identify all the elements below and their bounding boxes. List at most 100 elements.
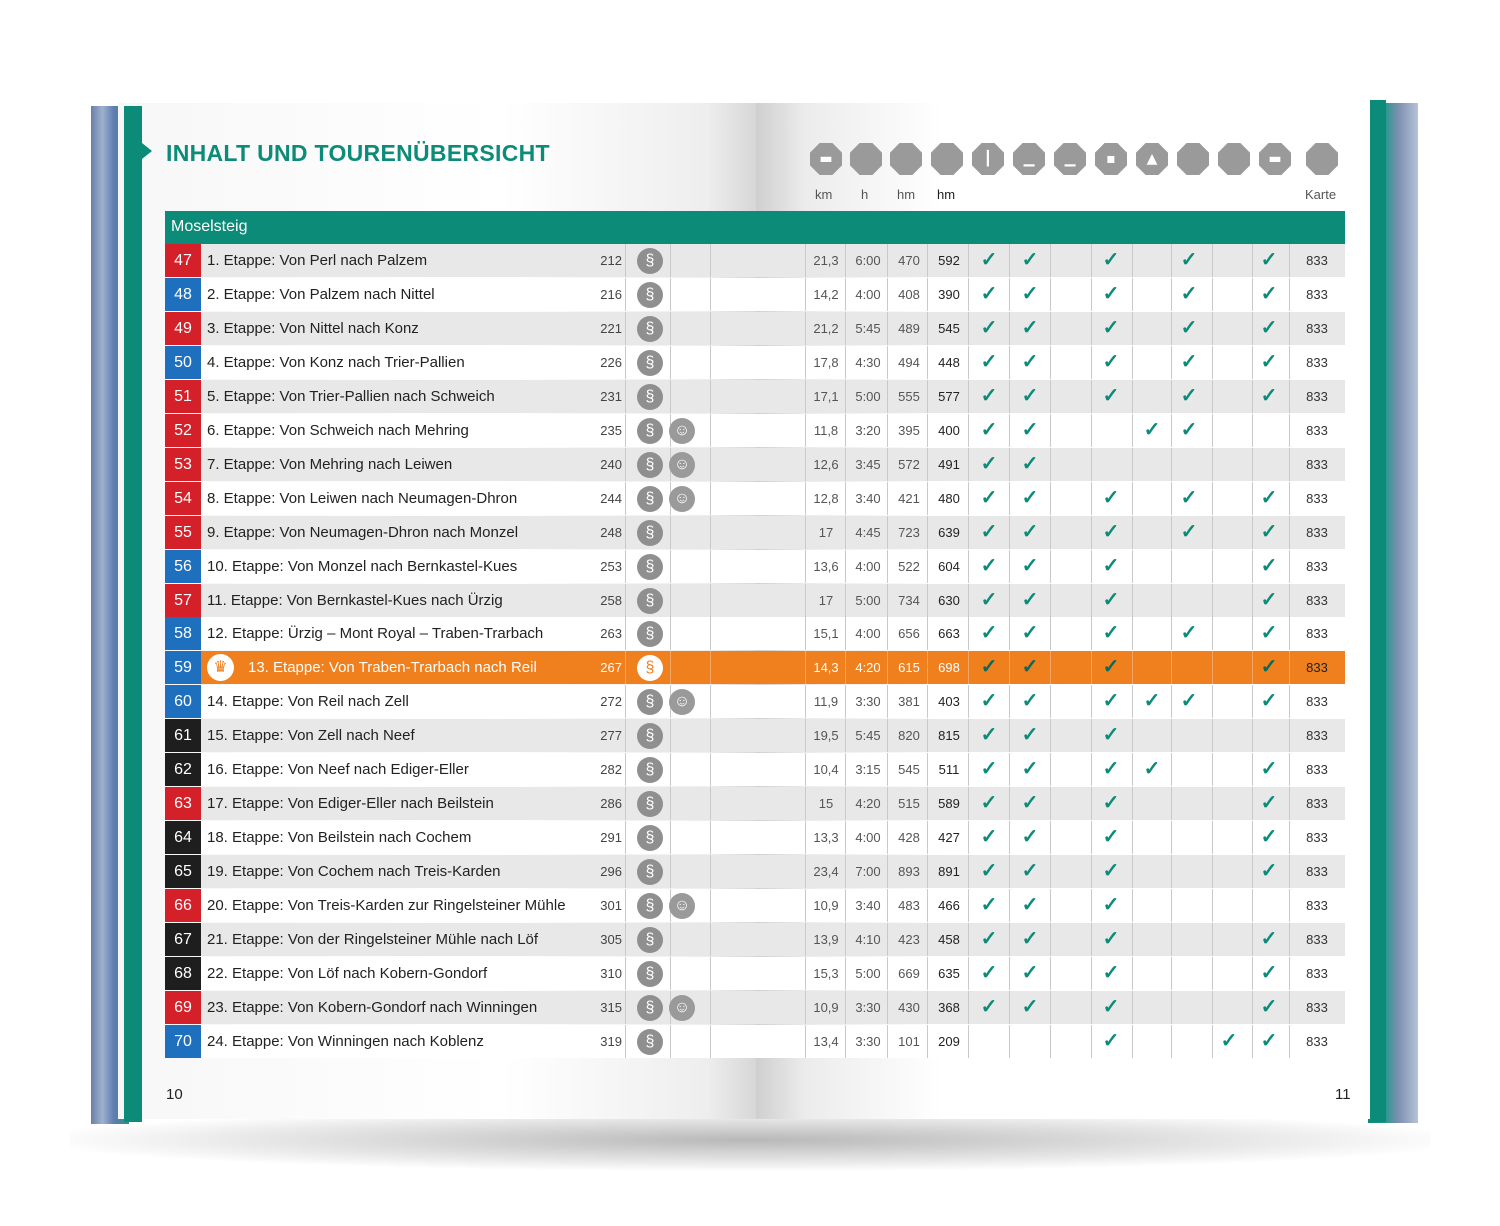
tour-hours: 3:40 — [855, 898, 881, 914]
tour-descent: 663 — [938, 626, 960, 642]
category-icon — [850, 143, 882, 175]
column-divider — [1050, 345, 1051, 379]
table-row[interactable]: 62 16. Etappe: Von Neef nach Ediger-Eller… — [165, 753, 1345, 787]
tour-name: 2. Etappe: Von Palzem nach Nittel — [207, 285, 435, 303]
tour-descent: 480 — [938, 490, 960, 506]
tour-descent: 209 — [938, 1033, 960, 1049]
column-divider — [1132, 1024, 1133, 1058]
tour-name: 18. Etappe: Von Beilstein nach Cochem — [207, 829, 472, 847]
check-icon: ✓ — [1021, 758, 1039, 781]
table-row[interactable]: 49 3. Etappe: Von Nittel nach Konz 221 § 21,… — [165, 311, 1345, 345]
check-icon: ✓ — [980, 249, 998, 271]
tour-hours: 4:10 — [855, 932, 881, 947]
table-row[interactable]: 56 10. Etappe: Von Monzel nach Bernkastel… — [165, 549, 1345, 583]
tour-number: 67 — [165, 923, 201, 956]
table-row[interactable]: 53 7. Etappe: Von Mehring nach Leiwen 240 §… — [165, 447, 1345, 481]
column-divider — [710, 447, 711, 481]
column-divider — [710, 515, 711, 549]
tour-hours: 4:00 — [855, 558, 881, 574]
check-icon: ✓ — [980, 724, 998, 747]
tour-map: 833 — [1306, 456, 1328, 472]
table-row[interactable]: 60 14. Etappe: Von Reil nach Zell 272 § ☺ 11,… — [165, 685, 1345, 719]
column-divider — [1132, 685, 1133, 719]
check-icon: ✓ — [980, 554, 998, 577]
check-icon: ✓ — [1180, 249, 1198, 271]
column-divider — [1252, 447, 1253, 481]
tour-km: 13,6 — [813, 558, 839, 574]
column-divider — [1050, 990, 1051, 1024]
column-divider — [670, 277, 671, 311]
check-icon: ✓ — [1180, 316, 1198, 339]
tour-hours: 5:45 — [855, 728, 881, 744]
table-row[interactable]: 65 19. Etappe: Von Cochem nach Treis-Kard… — [165, 855, 1345, 889]
table-row[interactable]: 59 ♛ 13. Etappe: Von Traben-Trarbach nach … — [165, 651, 1345, 685]
column-divider — [845, 956, 846, 990]
column-divider — [927, 685, 928, 719]
check-icon: ✓ — [980, 928, 998, 950]
column-divider — [710, 990, 711, 1024]
table-row[interactable]: 51 5. Etappe: Von Trier-Pallien nach Schw… — [165, 379, 1345, 413]
column-divider — [625, 244, 626, 277]
check-icon: ✓ — [1102, 690, 1120, 713]
title-arrow-icon — [142, 143, 152, 159]
column-divider — [670, 1024, 671, 1058]
table-row[interactable]: 61 15. Etappe: Von Zell nach Neef 277 § 19,5… — [165, 719, 1345, 753]
check-icon: ✓ — [980, 894, 998, 917]
check-icon: ✓ — [1021, 384, 1039, 407]
column-divider — [1091, 549, 1092, 583]
table-row[interactable]: 55 9. Etappe: Von Neumagen-Dhron nach Mon… — [165, 515, 1345, 549]
column-divider — [1050, 244, 1051, 277]
column-divider — [1132, 719, 1133, 753]
column-divider — [710, 923, 711, 956]
column-divider — [845, 719, 846, 753]
tour-hours: 3:40 — [855, 490, 881, 506]
check-icon: ✓ — [980, 792, 998, 815]
table-row[interactable]: 57 11. Etappe: Von Bernkastel-Kues nach Ü… — [165, 583, 1345, 617]
tour-ascent: 656 — [898, 626, 920, 642]
table-row[interactable]: 52 6. Etappe: Von Schweich nach Mehring 23… — [165, 413, 1345, 447]
tour-name: 3. Etappe: Von Nittel nach Konz — [207, 319, 419, 337]
tour-page: 319 — [600, 1033, 622, 1049]
tour-page: 305 — [600, 932, 622, 947]
tour-number: 50 — [165, 345, 201, 379]
column-divider — [1009, 345, 1010, 379]
table-row[interactable]: 69 23. Etappe: Von Kobern-Gondorf nach Wi… — [165, 990, 1345, 1024]
tour-number: 58 — [165, 617, 201, 651]
tour-ascent: 820 — [898, 728, 920, 744]
column-divider — [805, 923, 806, 956]
tour-number: 49 — [165, 311, 201, 345]
column-divider — [710, 855, 711, 889]
column-divider — [1009, 1024, 1010, 1058]
tour-map: 833 — [1306, 286, 1328, 302]
column-divider — [1289, 583, 1290, 617]
family-friendly-icon: ☺ — [669, 689, 695, 716]
column-divider — [1132, 447, 1133, 481]
column-divider — [1050, 923, 1051, 956]
table-row[interactable]: 64 18. Etappe: Von Beilstein nach Cochem 2… — [165, 821, 1345, 855]
tour-km: 13,3 — [813, 830, 839, 846]
column-divider — [927, 617, 928, 651]
table-row[interactable]: 66 20. Etappe: Von Treis-Karden zur Ringe… — [165, 889, 1345, 923]
tour-ascent: 483 — [898, 898, 920, 914]
table-row[interactable]: 47 1. Etappe: Von Perl nach Palzem 212 § 21,… — [165, 244, 1345, 277]
tour-km: 21,2 — [813, 320, 839, 336]
tour-descent: 891 — [938, 864, 960, 880]
tour-number: 60 — [165, 685, 201, 719]
check-icon: ✓ — [1180, 418, 1198, 441]
table-row[interactable]: 68 22. Etappe: Von Löf nach Kobern-Gondor… — [165, 956, 1345, 990]
column-divider — [805, 617, 806, 651]
table-row[interactable]: 67 21. Etappe: Von der Ringelsteiner Mühl… — [165, 923, 1345, 956]
table-row[interactable]: 48 2. Etappe: Von Palzem nach Nittel 216 § 1… — [165, 277, 1345, 311]
column-divider — [1132, 923, 1133, 956]
table-row[interactable]: 50 4. Etappe: Von Konz nach Trier-Pallien… — [165, 345, 1345, 379]
column-divider — [968, 651, 969, 685]
table-row[interactable]: 54 8. Etappe: Von Leiwen nach Neumagen-Dh… — [165, 481, 1345, 515]
table-row[interactable]: 58 12. Etappe: Ürzig – Mont Royal – Trabe… — [165, 617, 1345, 651]
tour-name: 20. Etappe: Von Treis-Karden zur Ringels… — [207, 897, 566, 915]
check-icon: ✓ — [1180, 622, 1198, 645]
tour-hours: 4:00 — [855, 830, 881, 846]
check-icon: ✓ — [1260, 656, 1278, 679]
table-row[interactable]: 63 17. Etappe: Von Ediger-Eller nach Beil… — [165, 787, 1345, 821]
check-icon: ✓ — [1021, 690, 1039, 713]
table-row[interactable]: 70 24. Etappe: Von Winningen nach Koblenz… — [165, 1024, 1345, 1058]
